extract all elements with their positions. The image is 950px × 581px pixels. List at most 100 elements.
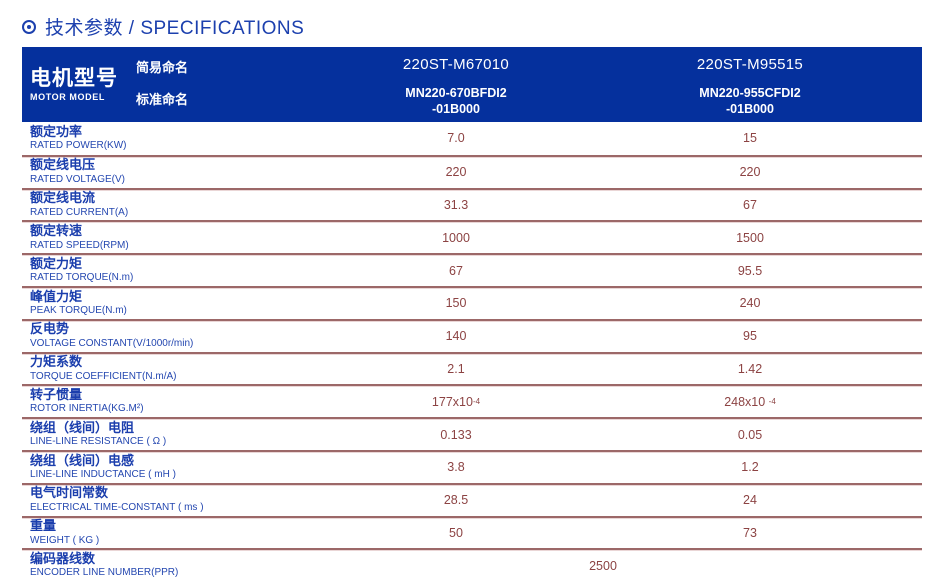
table-row-peak-torque: 峰值力矩 PEAK TORQUE(N.m) 150 240 [22,285,922,319]
table-row-torque-coefficient: 力矩系数 TORQUE COEFFICIENT(N.m/A) 2.1 1.42 [22,351,922,385]
spec-value: 67 [449,263,463,278]
circled-dot-icon [22,19,36,34]
spec-label-en: RATED SPEED(RPM) [30,239,129,251]
spec-label: 编码器线数 ENCODER LINE NUMBER(PPR) [22,550,309,581]
spec-value-col2: 15 [603,122,897,155]
table-row-encoder-lines: 编码器线数 ENCODER LINE NUMBER(PPR) 2500 [22,548,922,581]
spec-value: 67 [743,197,757,212]
spec-value-col2: 1.2 [603,452,897,483]
spec-label: 反电势 VOLTAGE CONSTANT(V/1000r/min) [22,321,309,352]
spec-value: 240 [739,296,761,311]
spec-value-col1: 50 [309,518,603,549]
spec-value: 220 [739,165,761,180]
spec-label-en: PEAK TORQUE(N.m) [30,305,127,317]
table-row-voltage-constant: 反电势 VOLTAGE CONSTANT(V/1000r/min) 140 95 [22,318,922,352]
spec-value-col1: 220 [309,157,603,188]
spec-label: 峰值力矩 PEAK TORQUE(N.m) [22,288,309,319]
spec-label-cn: 重量 [30,518,57,534]
spec-value: 1.2 [741,460,759,475]
spec-label-cn: 绕组（线间）电阻 [30,419,135,435]
spec-label-en: VOLTAGE CONSTANT(V/1000r/min) [30,337,194,349]
naming-labels: 简易命名 标准命名 [134,47,309,122]
spec-value-col2: 24 [603,485,897,516]
spec-value-col1: 3.8 [309,452,603,483]
spec-label-cn: 额定线电压 [30,157,96,173]
spec-value-col2: 73 [603,518,897,549]
spec-value: 0.133 [440,427,472,442]
spec-value: 150 [445,296,467,311]
table-row-rated-speed: 额定转速 RATED SPEED(RPM) 1000 1500 [22,220,922,253]
spec-label-cn: 额定力矩 [30,255,83,271]
model-2-standard-line1: MN220-955CFDI2 [699,85,801,100]
table-row-weight: 重量 WEIGHT ( KG ) 50 73 [22,515,922,549]
spec-value-col2: 220 [603,157,897,188]
spec-label: 力矩系数 TORQUE COEFFICIENT(N.m/A) [22,354,309,385]
spec-label-en: RATED VOLTAGE(V) [30,173,126,185]
spec-value-col1: 31.3 [309,190,603,221]
spec-label: 额定转速 RATED SPEED(RPM) [22,222,309,253]
table-row-rated-power: 额定功率 RATED POWER(KW) 7.0 15 [22,122,922,155]
table-row-rated-current: 额定线电流 RATED CURRENT(A) 31.3 67 [22,187,922,221]
spec-value-col1: 0.133 [309,419,603,450]
spec-value: 2.1 [447,361,465,376]
spec-label-en: ELECTRICAL TIME-CONSTANT ( ms ) [30,501,204,513]
spec-label-en: TORQUE COEFFICIENT(N.m/A) [30,370,177,382]
spec-label: 额定线电流 RATED CURRENT(A) [22,190,309,221]
spec-value-col1: 28.5 [309,485,603,516]
spec-label-en: RATED TORQUE(N.m) [30,272,134,284]
spec-label-en: WEIGHT ( KG ) [30,534,100,546]
spec-value-col1: 150 [309,288,603,319]
simple-naming-label: 简易命名 [136,60,189,75]
spec-label-en: RATED POWER(KW) [30,140,127,152]
spec-value: 1500 [736,230,764,245]
spec-label: 重量 WEIGHT ( KG ) [22,518,309,549]
spec-label-en: LINE-LINE RESISTANCE ( Ω ) [30,436,167,448]
spec-label-cn: 绕组（线间）电感 [30,452,135,468]
spec-value-col2: 67 [603,190,897,221]
spec-value: 140 [445,329,467,344]
spec-label: 额定力矩 RATED TORQUE(N.m) [22,255,309,286]
motor-model-title-cn: 电机型号 [30,67,118,91]
spec-value: 95.5 [737,263,763,278]
spec-label-en: LINE-LINE INDUCTANCE ( mH ) [30,469,176,481]
spec-value-col1: 1000 [309,222,603,253]
spec-label: 额定功率 RATED POWER(KW) [22,122,309,155]
spec-value: 1000 [442,230,470,245]
table-header: 电机型号 MOTOR MODEL 简易命名 标准命名 220ST-M67010 … [22,47,922,122]
spec-value: 28.5 [443,493,469,508]
spec-label-en: RATED CURRENT(A) [30,206,129,218]
spec-value-col2: 95 [603,321,897,352]
spec-value-col1: 140 [309,321,603,352]
spec-value: 50 [449,525,463,540]
spec-label: 绕组（线间）电感 LINE-LINE INDUCTANCE ( mH ) [22,452,309,483]
page-title: 技术参数 / SPECIFICATIONS [45,18,305,39]
model-2-standard-line2: -01B000 [726,101,774,116]
table-row-line-inductance: 绕组（线间）电感 LINE-LINE INDUCTANCE ( mH ) 3.8… [22,449,922,483]
spec-value: 0.05 [737,427,763,442]
spec-label-cn: 转子惯量 [30,387,83,403]
spec-value-col2: 95.5 [603,255,897,286]
spec-value: 95 [743,329,757,344]
table-row-rated-torque: 额定力矩 RATED TORQUE(N.m) 67 95.5 [22,253,922,286]
spec-value: 1.42 [737,361,763,376]
spec-value-col2: 240 [603,288,897,319]
model-1-standard-line1: MN220-670BFDI2 [405,85,507,100]
motor-model-title: 电机型号 MOTOR MODEL [30,67,134,101]
table-row-rated-voltage: 额定线电压 RATED VOLTAGE(V) 220 220 [22,154,922,188]
spec-label-cn: 力矩系数 [30,354,83,370]
spec-value: 7.0 [447,131,465,146]
spec-value-col2: 0.05 [603,419,897,450]
spec-label-cn: 额定功率 [30,123,83,139]
table-row-electrical-time-constant: 电气时间常数 ELECTRICAL TIME-CONSTANT ( ms ) 2… [22,482,922,516]
spec-label-en: ROTOR INERTIA(KG.M²) [30,403,144,415]
spec-value: 15 [743,131,757,146]
model-column-2: 220ST-M95515 MN220-955CFDI2 -01B000 [603,47,897,122]
spec-label-cn: 编码器线数 [30,551,96,567]
spec-value: 248x10 [724,394,769,409]
specifications-table: 电机型号 MOTOR MODEL 简易命名 标准命名 220ST-M67010 … [22,47,922,581]
spec-value: 3.8 [447,460,465,475]
spec-value-col1: 7.0 [309,122,603,155]
spec-value: 177x10 [431,394,473,409]
spec-value-col2: 248x10 -4 [724,394,776,409]
